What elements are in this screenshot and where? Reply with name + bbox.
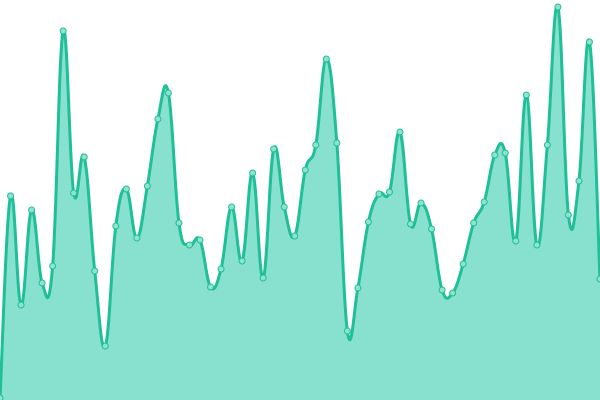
data-point-51 — [533, 241, 541, 249]
data-point-27 — [280, 203, 288, 211]
data-point-23 — [238, 257, 246, 265]
data-point-21 — [217, 265, 225, 273]
data-point-1 — [7, 192, 15, 200]
data-point-33 — [343, 327, 351, 335]
data-point-54 — [564, 211, 572, 219]
data-point-57 — [596, 275, 600, 283]
data-point-6 — [59, 27, 67, 35]
data-point-18 — [185, 241, 193, 249]
data-point-48 — [501, 149, 509, 157]
data-markers — [0, 3, 600, 400]
data-point-39 — [407, 220, 415, 228]
area-fill — [0, 5, 600, 400]
data-point-55 — [575, 177, 583, 185]
data-point-4 — [38, 279, 46, 287]
data-point-24 — [249, 169, 257, 177]
data-point-49 — [512, 237, 520, 245]
data-point-16 — [164, 89, 172, 97]
data-point-12 — [122, 185, 130, 193]
data-point-10 — [101, 342, 109, 350]
data-point-26 — [270, 145, 278, 153]
data-point-31 — [322, 55, 330, 63]
data-point-9 — [91, 267, 99, 275]
data-point-45 — [470, 219, 478, 227]
data-point-37 — [385, 188, 393, 196]
data-point-53 — [554, 3, 562, 11]
data-point-25 — [259, 274, 267, 282]
data-point-40 — [417, 199, 425, 207]
data-point-8 — [80, 153, 88, 161]
data-point-32 — [333, 139, 341, 147]
data-point-11 — [112, 222, 120, 230]
data-point-17 — [175, 219, 183, 227]
data-point-2 — [17, 301, 25, 309]
data-point-29 — [301, 166, 309, 174]
data-point-43 — [449, 289, 457, 297]
data-point-52 — [543, 141, 551, 149]
data-point-46 — [480, 198, 488, 206]
data-point-41 — [428, 225, 436, 233]
data-point-5 — [49, 262, 57, 270]
data-point-36 — [375, 190, 383, 198]
data-point-44 — [459, 260, 467, 268]
data-point-20 — [207, 283, 215, 291]
data-point-30 — [312, 141, 320, 149]
data-point-47 — [491, 151, 499, 159]
data-point-22 — [228, 203, 236, 211]
data-point-28 — [291, 232, 299, 240]
data-point-42 — [438, 286, 446, 294]
data-point-38 — [396, 128, 404, 136]
data-point-50 — [522, 91, 530, 99]
data-point-7 — [70, 189, 78, 197]
data-point-56 — [585, 38, 593, 46]
data-point-14 — [143, 182, 151, 190]
data-point-35 — [364, 218, 372, 226]
data-point-34 — [354, 284, 362, 292]
data-point-15 — [154, 115, 162, 123]
data-point-0 — [0, 394, 4, 400]
data-point-19 — [196, 236, 204, 244]
data-point-13 — [133, 234, 141, 242]
data-point-3 — [28, 206, 36, 214]
